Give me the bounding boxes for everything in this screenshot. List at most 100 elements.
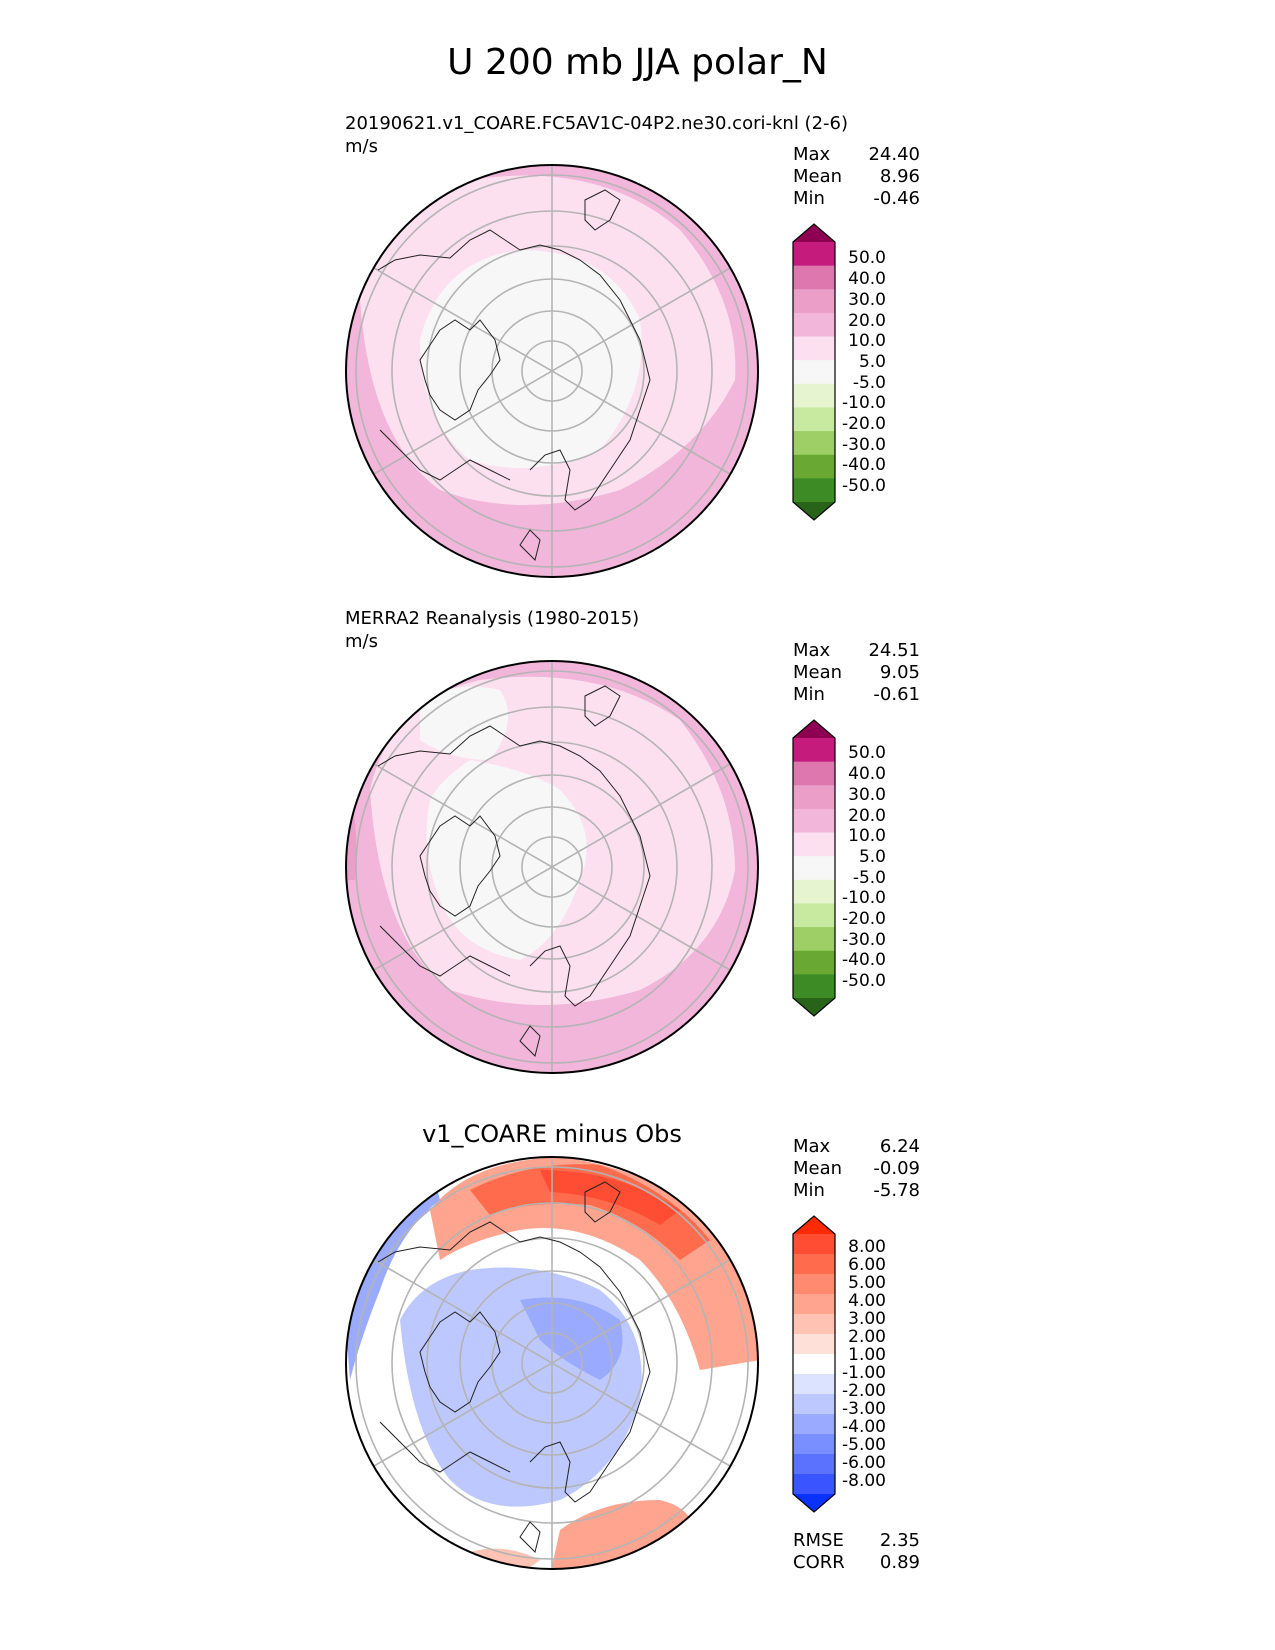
p2-coastlines xyxy=(377,685,651,1057)
panel1-map xyxy=(346,165,758,577)
p1-cb-label: 50.0 xyxy=(848,248,886,268)
panel1-units: m/s xyxy=(345,136,378,157)
p1-cb-label: 10.0 xyxy=(848,331,886,351)
panel2-title: MERRA2 Reanalysis (1980-2015) xyxy=(345,608,640,629)
p1-grid xyxy=(355,165,749,577)
p2-stat-max-label: Max xyxy=(793,640,831,661)
p2-cb-label: 30.0 xyxy=(848,785,886,805)
p3-cb-label: -3.00 xyxy=(842,1399,886,1419)
p1-cb-label: 40.0 xyxy=(848,269,886,289)
p1-cb-label: -10.0 xyxy=(842,393,886,413)
p1-cb-label: 5.0 xyxy=(858,352,886,372)
p1-cb-label: -5.0 xyxy=(852,373,886,393)
p2-field-core xyxy=(426,760,587,960)
p2-colorbar-segment xyxy=(793,808,835,834)
p2-colorbar-segment xyxy=(793,927,835,952)
p2-cb-label: -50.0 xyxy=(842,971,886,991)
figure-title: U 200 mb JJA polar_N xyxy=(447,42,828,83)
p3-cb-label: -1.00 xyxy=(842,1363,886,1383)
p1-cb-label: -30.0 xyxy=(842,435,886,455)
p3-cb-label: -6.00 xyxy=(842,1453,886,1473)
p3-cb-label: 3.00 xyxy=(848,1309,886,1329)
p1-colorbar-segment xyxy=(793,360,835,385)
p2-colorbar-segment xyxy=(793,761,835,786)
p1-coastlines xyxy=(377,189,651,561)
p3-colorbar-outline xyxy=(792,1215,836,1513)
p1-cb-label: 30.0 xyxy=(848,290,886,310)
p3-field-pos3 xyxy=(540,1170,680,1225)
p2-cb-label: 5.0 xyxy=(858,847,886,867)
p1-stat-mean-label: Mean xyxy=(793,166,843,187)
p1-colorbar-segment xyxy=(793,289,835,314)
p3-metric-rmse-value: 2.35 xyxy=(879,1530,920,1551)
p1-colorbar-segment xyxy=(793,383,835,408)
p2-stat-mean-label: Mean xyxy=(793,662,843,683)
p3-colorbar-segment xyxy=(793,1274,835,1295)
p3-colorbar-segment xyxy=(793,1254,835,1275)
p2-colorbar-segment xyxy=(793,950,835,975)
p3-metric-corr-value: 0.89 xyxy=(879,1552,920,1573)
p3-cb-label: -5.00 xyxy=(842,1435,886,1455)
p3-colorbar-segment xyxy=(793,1314,835,1335)
p1-stat-min-label: Min xyxy=(793,188,825,209)
p1-boundary xyxy=(345,164,759,578)
panel1-title: 20190621.v1_COARE.FC5AV1C-04P2.ne30.cori… xyxy=(345,113,848,134)
p3-field-pos2 xyxy=(470,1164,710,1260)
panel2-map xyxy=(346,661,758,1073)
p1-stat-max-label: Max xyxy=(793,144,831,165)
p2-colorbar-segment xyxy=(793,974,835,999)
p2-colorbar-segment xyxy=(793,903,835,928)
p3-field-neg4 xyxy=(520,1297,623,1380)
p1-colorbar-extend-min xyxy=(793,502,835,520)
p1-colorbar-segment xyxy=(793,336,835,361)
p2-colorbar-segment xyxy=(793,785,835,810)
p2-cb-label: 10.0 xyxy=(848,826,886,846)
p2-grid xyxy=(355,661,749,1073)
p3-stat-min-label: Min xyxy=(793,1180,825,1201)
p2-cb-label: -10.0 xyxy=(842,888,886,908)
p2-colorbar-segment xyxy=(793,832,835,857)
p3-stat-min-value: -5.78 xyxy=(873,1180,920,1201)
p1-cb-label: -50.0 xyxy=(842,476,886,496)
panel2-units: m/s xyxy=(345,631,378,652)
p3-colorbar-segment xyxy=(793,1454,835,1475)
p2-cb-label: 50.0 xyxy=(848,743,886,763)
p1-stat-mean-value: 8.96 xyxy=(879,166,920,187)
p2-stat-max-value: 24.51 xyxy=(868,640,920,661)
p1-colorbar-segment xyxy=(793,431,835,456)
p2-colorbar-segment xyxy=(793,738,835,763)
p3-cb-label: -2.00 xyxy=(842,1381,886,1401)
p1-stat-max-value: 24.40 xyxy=(868,144,920,165)
p1-colorbar-segment xyxy=(793,312,835,338)
p3-stat-max-value: 6.24 xyxy=(879,1136,920,1157)
panel3-title: v1_COARE minus Obs xyxy=(422,1120,682,1148)
p3-colorbar-segment xyxy=(793,1294,835,1315)
p3-colorbar-extend-min xyxy=(793,1494,835,1512)
p2-colorbar-segment xyxy=(793,856,835,881)
p3-stat-max-label: Max xyxy=(793,1136,831,1157)
p3-colorbar-segment xyxy=(793,1414,835,1435)
p1-colorbar-extend-max xyxy=(793,224,835,242)
p3-cb-label: -8.00 xyxy=(842,1471,886,1491)
p3-metric-corr-label: CORR xyxy=(793,1552,845,1573)
p2-stat-min-label: Min xyxy=(793,684,825,705)
p2-colorbar-segment xyxy=(793,879,835,904)
p2-colorbar-extend-max xyxy=(793,720,835,738)
p3-boundary xyxy=(345,1156,759,1570)
p3-cb-label: 6.00 xyxy=(848,1255,886,1275)
p1-colorbar-segment xyxy=(793,265,835,290)
p3-cb-label: -4.00 xyxy=(842,1417,886,1437)
p2-cb-label: 20.0 xyxy=(848,806,886,826)
p3-grid xyxy=(355,1157,749,1569)
p1-cb-label: -20.0 xyxy=(842,414,886,434)
p3-colorbar-extend-max xyxy=(793,1216,835,1234)
p1-colorbar-segment xyxy=(793,407,835,432)
p2-cb-label: -20.0 xyxy=(842,909,886,929)
p1-stat-min-value: -0.46 xyxy=(873,188,920,209)
p2-cb-label: -30.0 xyxy=(842,930,886,950)
p3-cb-label: 2.00 xyxy=(848,1327,886,1347)
p3-coastlines xyxy=(377,1181,651,1553)
colorbars xyxy=(792,223,836,1513)
p3-colorbar-segment xyxy=(793,1234,835,1255)
